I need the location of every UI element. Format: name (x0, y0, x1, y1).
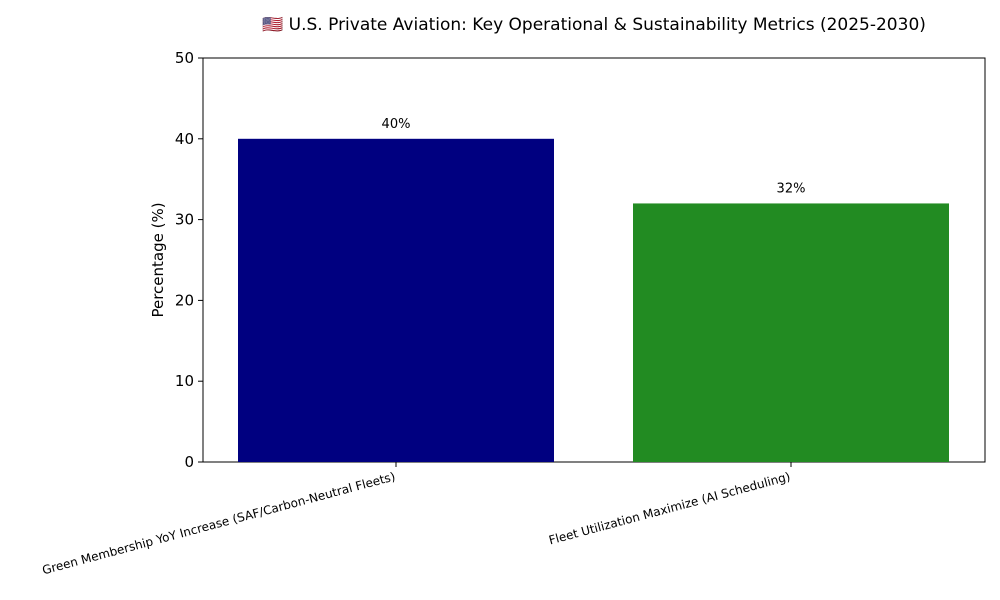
y-tick-label-3: 30 (175, 211, 194, 229)
x-tick-label-0: Green Membership YoY Increase (SAF/Carbo… (41, 469, 397, 577)
y-tick-label-4: 40 (175, 130, 194, 148)
axes-frame (202, 57, 986, 463)
chart-title: 🇺🇸 U.S. Private Aviation: Key Operationa… (262, 15, 926, 35)
bar-0 (238, 138, 554, 463)
y-tick-label-0: 0 (184, 453, 194, 471)
data-label-0: 40% (382, 117, 411, 132)
y-tick-label-1: 10 (175, 372, 194, 390)
plot-area: 0 10 20 30 40 50 40% Green Membership YoY Incre… (41, 49, 986, 577)
data-label-1: 32% (777, 181, 806, 196)
bar-1 (633, 203, 949, 462)
y-axis-label: Percentage (%) (149, 202, 167, 317)
y-tick-label-5: 50 (175, 49, 194, 67)
y-tick-label-2: 20 (175, 291, 194, 309)
x-tick-label-1: Fleet Utilization Maximize (AI Schedulin… (547, 469, 792, 547)
